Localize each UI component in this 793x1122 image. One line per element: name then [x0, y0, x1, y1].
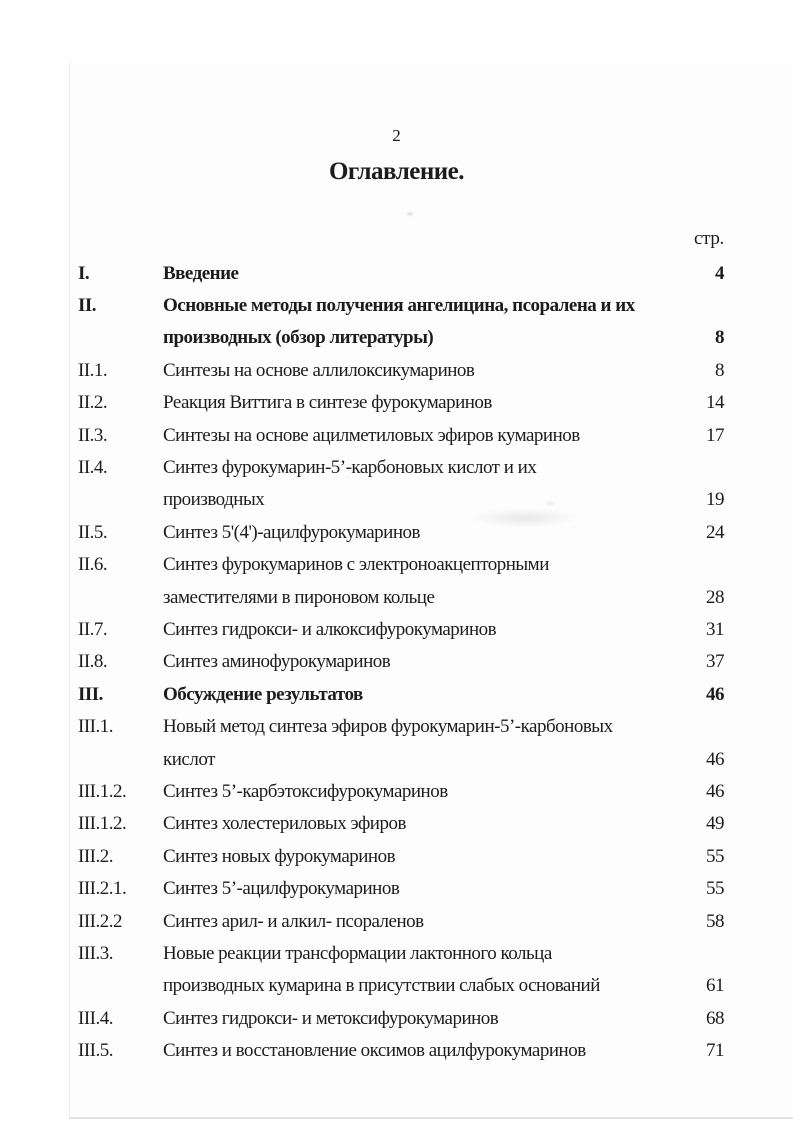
toc-row: заместителями в пироновом кольце 28 — [78, 581, 725, 613]
toc-entry-number: II.8. — [78, 651, 108, 673]
page-column-header: стр. — [693, 228, 724, 249]
toc-row: II.1. Синтезы на основе аллилоксикумарино… — [78, 354, 725, 386]
toc-entry-number: III.1. — [78, 716, 113, 738]
toc-entry-title: кислот — [163, 748, 215, 770]
toc-entry-page: 68 — [706, 1007, 725, 1029]
toc-entry-title: Синтезы на основе ацилметиловых эфиров к… — [163, 424, 580, 446]
toc-entry-title: Новые реакции трансформации лактонного к… — [163, 942, 552, 964]
toc-entry-title: Синтез аминофурокумаринов — [163, 651, 391, 673]
toc-entry-page: 17 — [706, 424, 725, 446]
page-number: 2 — [392, 126, 401, 145]
toc-entry-page: 61 — [706, 975, 725, 997]
toc-entry-page: 55 — [706, 845, 725, 867]
toc-entry-title: Основные методы получения ангелицина, пс… — [163, 295, 635, 317]
toc-row: III.2.1. Синтез 5’-ацилфурокумаринов 55 — [78, 872, 725, 904]
toc-entry-page: 4 — [715, 262, 725, 284]
toc-row: III.1.2. Синтез 5’-карбэтоксифурокумарино… — [78, 775, 725, 807]
toc-entry-page: 31 — [706, 618, 725, 640]
toc-row: I. Введение 4 — [78, 257, 725, 289]
toc-entry-title: Синтез арил- и алкил- псораленов — [163, 910, 424, 932]
toc-entry-title: Новый метод синтеза эфиров фурокумарин-5… — [163, 716, 613, 738]
toc-entry-title: Синтез гидрокси- и алкоксифурокумаринов — [163, 618, 497, 640]
toc-entry-number: II.6. — [78, 554, 108, 576]
toc-row: III.4. Синтез гидрокси- и метоксифурокума… — [78, 1002, 725, 1034]
toc-entry-title: Синтез холестериловых эфиров — [163, 813, 406, 835]
toc-entry-number: II.7. — [78, 618, 108, 640]
toc-entry-title: Синтез новых фурокумаринов — [163, 845, 396, 867]
toc-entry-number: III.1.2. — [78, 780, 127, 802]
toc-entry-page: 24 — [706, 521, 725, 543]
toc-row: II.5. Синтез 5'(4')-ацилфурокумаринов 24 — [78, 516, 725, 548]
toc-entry-number: III.4. — [78, 1007, 113, 1029]
toc-entry-number: III.2.1. — [78, 878, 127, 900]
toc-entry-page: 49 — [706, 813, 725, 835]
toc-entry-page: 8 — [715, 327, 725, 349]
toc-row: II.8. Синтез аминофурокумаринов 37 — [78, 646, 725, 678]
toc-entry-title: Синтез 5'(4')-ацилфурокумаринов — [163, 521, 421, 543]
toc-row: кислот 46 — [78, 743, 725, 775]
toc-entry-number: II.5. — [78, 521, 108, 543]
toc-row: II.7. Синтез гидрокси- и алкоксифурокумар… — [78, 613, 725, 645]
toc-entry-title: Введение — [163, 262, 239, 284]
toc-entry-number: II.3. — [78, 424, 108, 446]
toc-row: III.5. Синтез и восстановление оксимов ац… — [78, 1034, 725, 1066]
toc-entry-page: 46 — [706, 683, 725, 705]
toc-entry-page: 46 — [706, 780, 725, 802]
toc-entry-page: 71 — [706, 1040, 725, 1062]
toc-entry-title: Синтезы на основе аллилоксикумаринов — [163, 359, 475, 381]
toc-entry-title: производных — [163, 489, 265, 511]
toc-entry-page: 37 — [706, 651, 725, 673]
toc-entry-page: 46 — [706, 748, 725, 770]
toc-entry-page: 55 — [706, 878, 725, 900]
toc-row: III.3. Новые реакции трансформации лактон… — [78, 937, 724, 969]
toc-entry-number: II.1. — [78, 359, 108, 381]
toc-row: III.1. Новый метод синтеза эфиров фурокум… — [78, 710, 724, 742]
toc-entry-title: Синтез фурокумарин-5’-карбоновых кислот … — [163, 457, 537, 479]
toc-row: III.2.2 Синтез арил- и алкил- псораленов 5… — [78, 905, 725, 937]
toc-row: III.2. Синтез новых фурокумаринов 55 — [78, 840, 725, 872]
toc-entry-number: II.4. — [78, 457, 108, 479]
toc-row: II.2. Реакция Виттига в синтезе фурокумар… — [78, 387, 725, 419]
toc-entry-title: производных (обзор литературы) — [163, 327, 434, 349]
toc-entry-page: 14 — [706, 392, 725, 414]
toc-entry-title: Синтез фурокумаринов с электроноакцептор… — [163, 554, 549, 576]
toc-row: II. Основные методы получения ангелицина,… — [78, 289, 724, 321]
toc-entry-title: Реакция Виттига в синтезе фурокумаринов — [163, 392, 492, 414]
toc-row: производных кумарина в присутствии слабы… — [78, 970, 725, 1002]
toc-entry-number: II. — [78, 295, 97, 317]
toc-entry-title: Синтез 5’-ацилфурокумаринов — [163, 878, 400, 900]
page-title: Оглавление. — [328, 158, 465, 185]
toc-entry-title: Синтез и восстановление оксимов ацилфуро… — [163, 1040, 586, 1062]
toc-entry-number: III.2.2 — [78, 910, 122, 932]
toc-entry-number: III.1.2. — [78, 813, 127, 835]
toc-row: производных 19 — [78, 484, 725, 516]
toc-entry-page: 8 — [715, 359, 725, 381]
toc-row: производных (обзор литературы) 8 — [78, 322, 725, 354]
toc-entry-page: 28 — [706, 586, 725, 608]
toc-row: II.4. Синтез фурокумарин-5’-карбоновых ки… — [78, 451, 724, 483]
toc-entry-title: Обсуждение результатов — [163, 683, 363, 705]
toc-entry-title: Синтез гидрокси- и метоксифурокумаринов — [163, 1007, 499, 1029]
scanned-page-background — [69, 62, 793, 1119]
toc-entry-number: III.5. — [78, 1040, 113, 1062]
toc-entry-number: III.2. — [78, 845, 113, 867]
toc-row: II.6. Синтез фурокумаринов с электроноакц… — [78, 549, 724, 581]
toc-entry-title: заместителями в пироновом кольце — [163, 586, 435, 608]
toc-entry-number: I. — [78, 262, 90, 284]
toc-list: I. Введение 4 II. Основные методы получения … — [78, 257, 725, 1067]
toc-entry-title: Синтез 5’-карбэтоксифурокумаринов — [163, 780, 448, 802]
toc-entry-number: III.3. — [78, 942, 113, 964]
toc-entry-number: III. — [78, 683, 103, 705]
toc-entry-title: производных кумарина в присутствии слабы… — [163, 975, 600, 997]
toc-row: II.3. Синтезы на основе ацилметиловых эфи… — [78, 419, 725, 451]
toc-entry-number: II.2. — [78, 392, 108, 414]
toc-row: III. Обсуждение результатов 46 — [78, 678, 725, 710]
toc-entry-page: 19 — [706, 489, 725, 511]
toc-row: III.1.2. Синтез холестериловых эфиров 49 — [78, 808, 725, 840]
toc-entry-page: 58 — [706, 910, 725, 932]
